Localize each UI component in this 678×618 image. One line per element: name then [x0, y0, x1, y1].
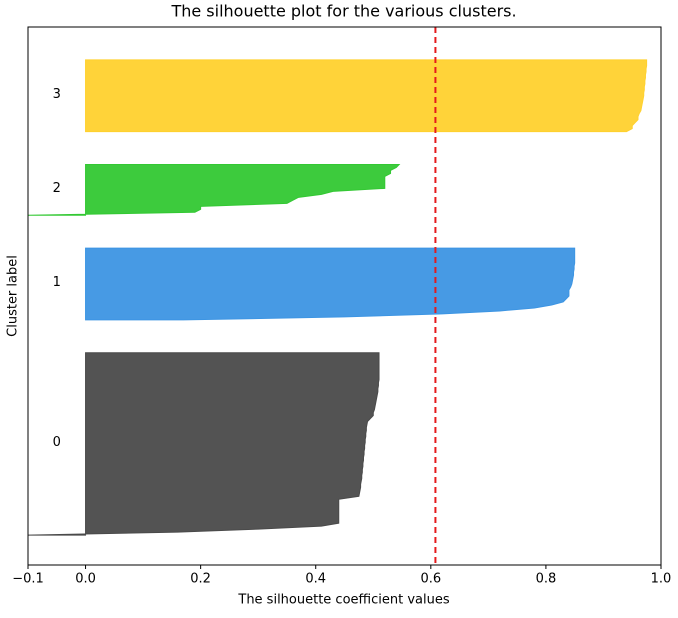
- cluster-area: [27, 352, 380, 536]
- cluster-label: 3: [53, 87, 61, 102]
- x-tick-label: 0.8: [536, 572, 557, 587]
- cluster-label: 0: [53, 435, 61, 450]
- x-tick-label: 0.2: [190, 572, 211, 587]
- cluster-area: [85, 247, 576, 321]
- x-tick-label: 0.4: [305, 572, 326, 587]
- x-tick-label: −0.1: [12, 572, 44, 587]
- cluster-area: [85, 59, 648, 133]
- plot-frame: [27, 26, 662, 566]
- x-tick-label: 0.0: [75, 572, 96, 587]
- cluster-label: 2: [53, 181, 61, 196]
- x-tick-label: 0.6: [420, 572, 441, 587]
- cluster-area: [27, 163, 401, 216]
- chart-title: The silhouette plot for the various clus…: [170, 2, 516, 21]
- y-axis-label: Cluster label: [6, 255, 21, 337]
- x-axis-label: The silhouette coefficient values: [237, 593, 449, 608]
- cluster-label: 1: [53, 275, 61, 290]
- x-tick-label: 1.0: [651, 572, 672, 587]
